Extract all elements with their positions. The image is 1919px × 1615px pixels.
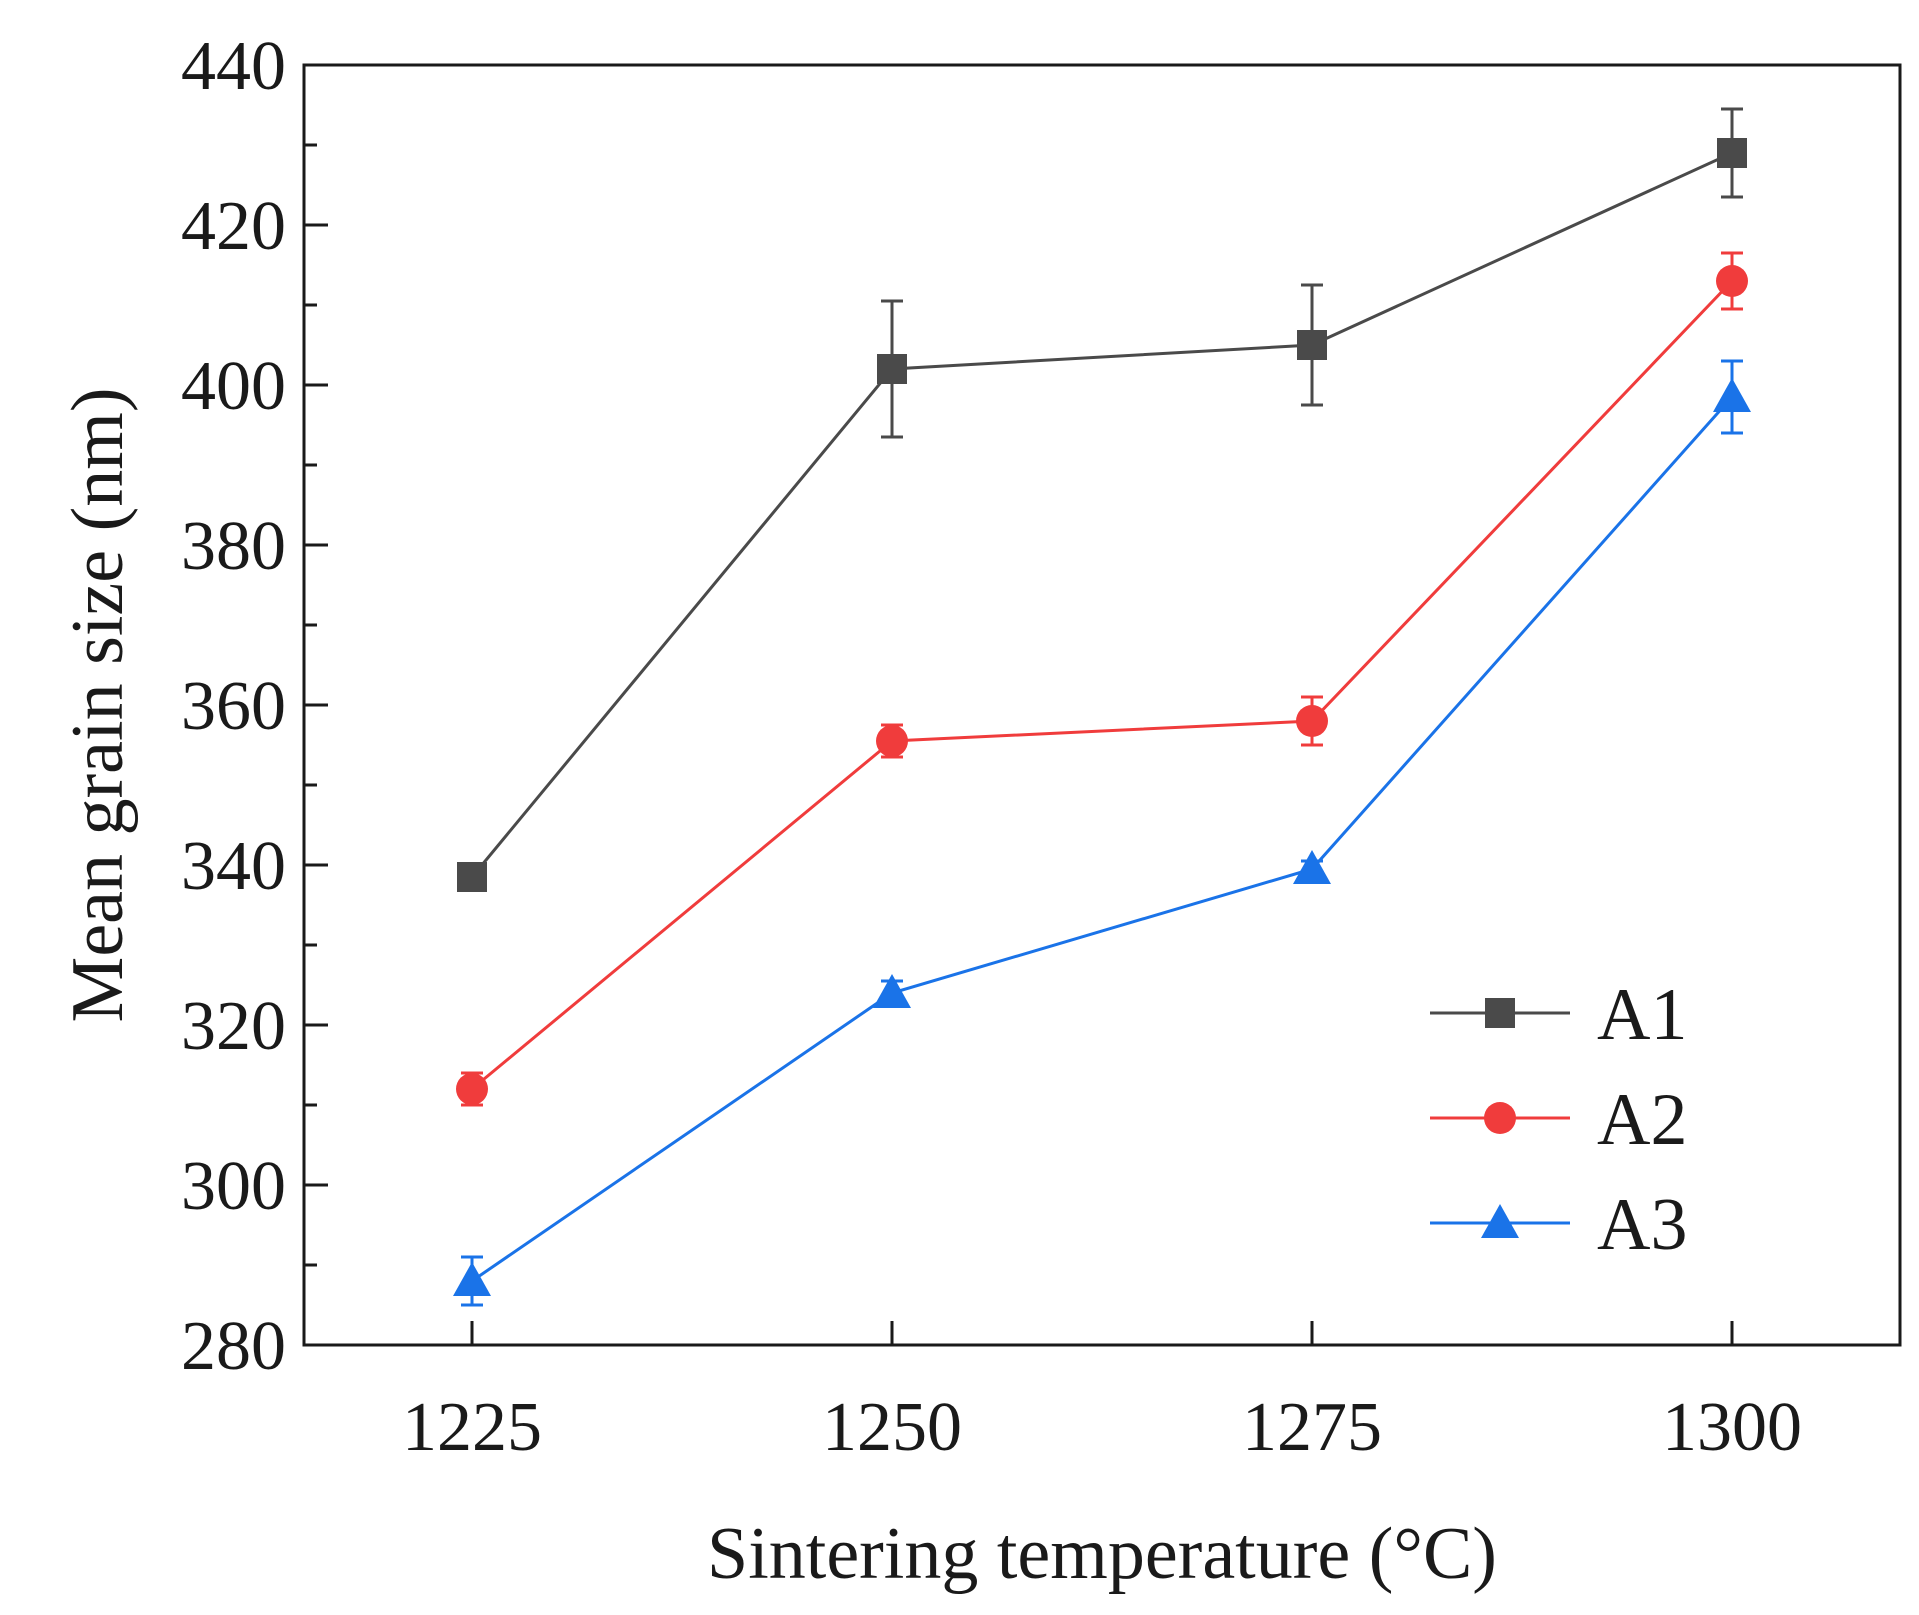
series-A3 — [453, 359, 1751, 1307]
data-point — [453, 1262, 491, 1296]
data-point — [876, 725, 908, 757]
series-line — [471, 396, 1734, 1283]
y-tick-label: 440 — [181, 28, 286, 105]
y-tick-label: 380 — [181, 508, 286, 585]
legend-marker — [1485, 998, 1515, 1028]
x-tick-label: 1300 — [1662, 1389, 1802, 1466]
data-point — [1296, 705, 1328, 737]
legend-item: A3 — [1430, 1184, 1687, 1266]
series-A2 — [456, 251, 1748, 1107]
data-point — [1717, 138, 1747, 168]
data-point — [877, 354, 907, 384]
x-tick-label: 1225 — [402, 1389, 542, 1466]
y-tick-label: 420 — [181, 188, 286, 265]
x-axis: 1225 1250 1275 1300 — [402, 1321, 1802, 1466]
data-point — [1713, 378, 1751, 412]
legend-marker — [1484, 1102, 1516, 1134]
series-line — [471, 279, 1734, 1091]
y-tick-label: 360 — [181, 668, 286, 745]
data-point — [1297, 330, 1327, 360]
x-axis-label: Sintering temperature (°C) — [707, 1513, 1497, 1595]
data-point — [873, 974, 911, 1008]
series-layer — [453, 107, 1751, 1307]
x-tick-label: 1275 — [1242, 1389, 1382, 1466]
series-line — [470, 151, 1733, 878]
data-point — [1716, 265, 1748, 297]
data-point — [457, 862, 487, 892]
y-tick-label: 280 — [181, 1308, 286, 1385]
legend-label: A3 — [1597, 1184, 1687, 1266]
x-tick-label: 1250 — [822, 1389, 962, 1466]
data-point — [456, 1073, 488, 1105]
legend-label: A2 — [1597, 1079, 1687, 1161]
y-tick-label: 320 — [181, 988, 286, 1065]
y-axis-label: Mean grain size (nm) — [57, 388, 139, 1023]
data-point — [1293, 850, 1331, 884]
y-axis: 280 300 320 340 360 380 400 420 440 — [181, 28, 328, 1385]
y-tick-label: 400 — [181, 348, 286, 425]
legend-marker — [1481, 1204, 1519, 1238]
legend: A1 A2 A3 — [1430, 974, 1687, 1266]
y-tick-label: 340 — [181, 828, 286, 905]
series-A1 — [457, 107, 1747, 892]
legend-item: A1 — [1430, 974, 1687, 1056]
legend-item: A2 — [1430, 1079, 1687, 1161]
legend-label: A1 — [1597, 974, 1687, 1056]
y-tick-label: 300 — [181, 1148, 286, 1225]
